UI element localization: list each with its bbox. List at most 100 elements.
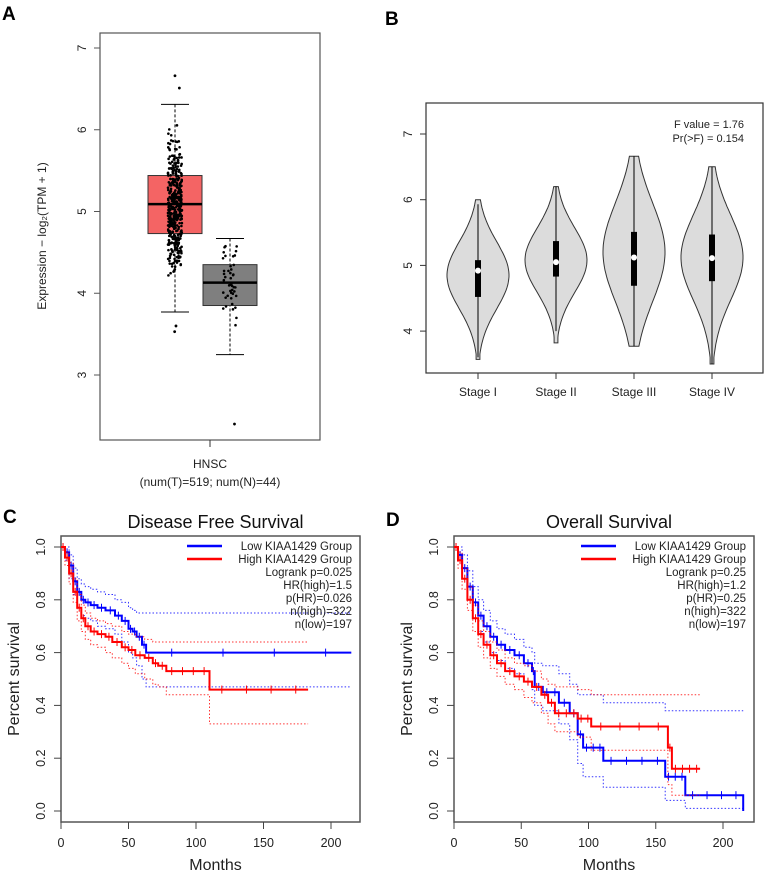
data-point (173, 221, 177, 224)
data-point (169, 166, 173, 170)
data-point (170, 241, 174, 244)
data-point (222, 269, 226, 273)
data-point (229, 264, 232, 268)
ci-lower (61, 546, 352, 688)
data-point (170, 220, 174, 224)
data-point (177, 205, 181, 209)
median-point (631, 254, 637, 261)
data-point (177, 203, 181, 206)
x-tick-label: 100 (578, 836, 599, 850)
data-point (174, 189, 177, 192)
data-point (167, 239, 171, 242)
y-tick-label: 6 (75, 126, 89, 133)
x-tick-label: 200 (713, 836, 734, 850)
y-tick-label: 3 (75, 371, 89, 378)
data-point (171, 172, 175, 175)
data-point (178, 153, 181, 156)
data-point (167, 128, 171, 131)
data-point (180, 194, 183, 198)
x-axis-label: Months (583, 857, 635, 873)
data-point (169, 222, 172, 226)
data-point (171, 230, 175, 233)
y-axis-label: Expression − log₂(TPM + 1) (35, 162, 49, 309)
data-point (166, 172, 170, 176)
data-point (221, 291, 225, 294)
outlier-point (177, 86, 181, 90)
data-point (168, 229, 172, 233)
boxes (147, 74, 258, 426)
survival-curve (454, 546, 701, 770)
box-tumor (147, 74, 203, 334)
data-point (222, 278, 226, 282)
plot-frame (99, 32, 321, 441)
x-tick-label: 0 (58, 836, 65, 850)
data-point (179, 180, 183, 184)
panel-c-km: Disease Free Survival 0.0 0.2 0.4 0.6 0.8 1.0 0… (6, 512, 361, 873)
data-point (171, 177, 175, 181)
box-normal (202, 237, 258, 426)
data-point (175, 167, 179, 171)
panel-a-boxplot: 3 4 5 6 7 Expression − log₂(TPM + 1) HNSC (n… (35, 32, 321, 489)
data-point (230, 284, 234, 288)
data-point (173, 269, 176, 272)
data-point (168, 212, 172, 215)
data-point (169, 271, 172, 275)
data-point (168, 142, 172, 146)
data-point (173, 194, 177, 198)
data-point (167, 274, 170, 277)
data-point (168, 262, 172, 265)
data-point (169, 252, 172, 256)
data-point (177, 259, 181, 263)
series-high (61, 543, 309, 725)
data-point (176, 165, 180, 168)
stat-label: Logrank p=0.25 (666, 567, 746, 579)
outlier-point (173, 74, 177, 78)
category-sublabel: (num(T)=519; num(N)=44) (140, 475, 281, 489)
data-point (178, 183, 182, 186)
data-point (176, 174, 180, 178)
stat-label: p(HR)=0.026 (286, 593, 352, 605)
data-point (166, 186, 170, 190)
outlier-point (233, 422, 236, 426)
stat-label: n(high)=322 (290, 606, 352, 618)
data-point (179, 230, 183, 233)
data-point (178, 210, 182, 213)
data-point (180, 156, 183, 159)
x-tick-label: Stage III (612, 385, 657, 399)
data-point (180, 245, 183, 249)
data-point (179, 218, 182, 221)
ci-upper (454, 546, 744, 712)
data-point (180, 162, 183, 166)
data-point (174, 161, 178, 165)
data-point (180, 224, 183, 228)
legend-label: High KIAA1429 Group (238, 554, 352, 566)
pr-annotation: Pr(>F) = 0.154 (672, 133, 744, 145)
violin-stage-ii: Stage II (524, 186, 588, 399)
data-point (171, 164, 175, 167)
data-point (167, 209, 171, 212)
y-axis: 4 5 6 7 (401, 130, 426, 334)
data-point (176, 216, 180, 220)
data-point (166, 197, 170, 201)
f-value-annotation: F value = 1.76 (674, 119, 744, 131)
data-point (227, 284, 231, 287)
data-point (177, 170, 181, 173)
y-tick-label: 0.4 (34, 697, 48, 714)
iqr-box (553, 241, 559, 277)
panel-letter-c: C (3, 507, 17, 528)
ci-lower (454, 546, 701, 796)
data-point (168, 259, 171, 263)
data-point (180, 214, 184, 218)
data-point (226, 294, 229, 298)
data-point (223, 245, 226, 249)
data-point (168, 256, 172, 260)
data-point (171, 139, 175, 143)
stat-label: n(low)=197 (689, 619, 746, 631)
data-point (166, 228, 170, 231)
data-point (222, 272, 226, 276)
y-axis-label: Percent survival (6, 622, 23, 736)
data-point (169, 197, 173, 200)
